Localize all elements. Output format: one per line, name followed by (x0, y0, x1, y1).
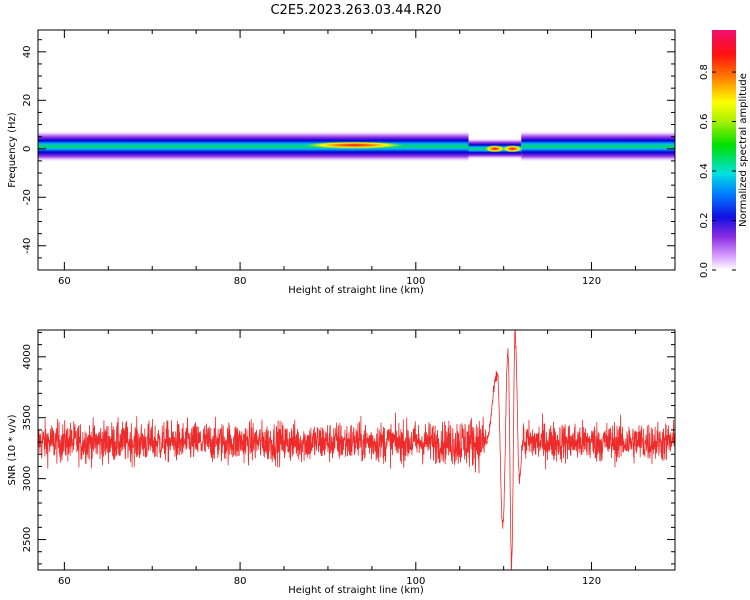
spectrogram-y-tick-label: 0 (22, 146, 33, 152)
snr-y-tick-label: 2500 (22, 527, 33, 552)
spectral-peak (304, 141, 405, 149)
figure-title: C2E5.2023.263.03.44.R20 (270, 3, 441, 18)
colorbar-tick-label: 0.8 (699, 64, 710, 80)
snr-panel: 60 80 100 120 2500 3000 3500 4000 Height of str… (7, 329, 676, 596)
spectrogram-y-tick-label: 20 (22, 94, 33, 107)
spectrogram-x-tick-label: 60 (58, 276, 71, 287)
colorbar-tick-label: 0.4 (699, 163, 710, 179)
snr-x-tick-label: 60 (58, 576, 71, 587)
spectral-band-segment (38, 130, 469, 163)
spectral-peak (502, 145, 523, 153)
spectrogram-ticks: 60 80 100 120 -40 -20 0 20 40 (22, 30, 675, 287)
colorbar-ticks: 0.0 0.2 0.4 0.6 0.8 (699, 64, 736, 278)
colorbar-label: Normalized spectral amplitude (738, 73, 749, 227)
spectrogram-panel: 60 80 100 120 -40 -20 0 20 40 Height of straight… (7, 29, 676, 296)
spectrogram-xlabel: Height of straight line (km) (288, 285, 424, 296)
spectrogram-y-tick-label: -40 (22, 238, 33, 254)
spectrogram-x-tick-label: 120 (582, 276, 601, 287)
snr-y-tick-label: 3500 (22, 405, 33, 430)
snr-y-tick-label: 4000 (22, 344, 33, 369)
snr-frame (37, 329, 676, 571)
colorbar-tick-label: 0.6 (699, 114, 710, 130)
spectrogram-ylabel: Frequency (Hz) (7, 112, 18, 188)
snr-x-tick-label: 100 (406, 576, 425, 587)
colorbar-gradient (712, 30, 736, 270)
spectrogram-y-tick-label: -20 (22, 189, 33, 205)
snr-x-tick-label: 80 (234, 576, 247, 587)
colorbar-tick-label: 0.2 (699, 213, 710, 229)
spectral-peak (484, 145, 505, 153)
spectrogram-x-tick-label: 80 (234, 276, 247, 287)
snr-series-line (38, 330, 675, 570)
spectrogram-plot-area (38, 130, 675, 163)
spectrogram-x-tick-label: 100 (406, 276, 425, 287)
spectrogram-frame (37, 29, 676, 271)
snr-ticks: 60 80 100 120 2500 3000 3500 4000 (22, 330, 675, 587)
colorbar-tick-label: 0.0 (699, 262, 710, 278)
spectrogram-y-tick-label: 40 (22, 45, 33, 58)
snr-y-tick-label: 3000 (22, 466, 33, 491)
spectral-band (38, 130, 675, 163)
colorbar: 0.0 0.2 0.4 0.6 0.8 Normalized spectral ampl… (699, 30, 749, 278)
snr-ylabel: SNR (10 * v/v) (7, 414, 18, 485)
spectral-band-segment (521, 130, 675, 163)
snr-xlabel: Height of straight line (km) (288, 585, 424, 596)
snr-x-tick-label: 120 (582, 576, 601, 587)
